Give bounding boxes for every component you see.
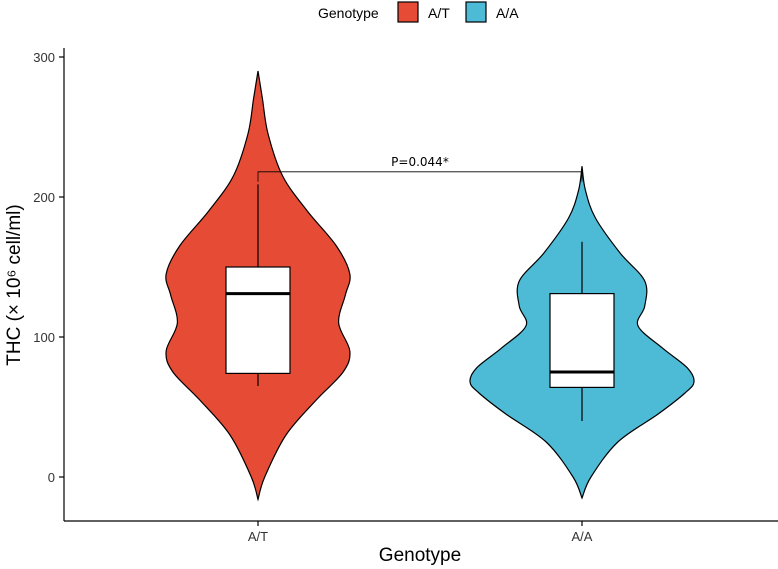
legend-label-at: A/T (428, 5, 450, 21)
y-tick-label: 100 (33, 330, 55, 345)
y-axis: 0 100 200 300 THC (× 10⁶ cell/ml) (4, 48, 65, 521)
p-value-label: P=0.044* (391, 155, 449, 169)
y-tick-label: 200 (33, 190, 55, 205)
y-tick-label: 0 (48, 470, 55, 485)
x-tick-label: A/T (248, 529, 268, 544)
legend-key-aa (465, 1, 487, 23)
x-axis: A/T A/A Genotype (64, 520, 778, 566)
box-at (225, 266, 291, 375)
x-tick-label: A/A (572, 529, 593, 544)
significance-annotation: P=0.044* (257, 155, 583, 182)
legend-label-aa: A/A (496, 5, 519, 21)
legend-key-at (397, 1, 419, 23)
violin-group-aa (469, 166, 695, 500)
x-axis-title: Genotype (379, 545, 461, 566)
significance-bracket (257, 171, 583, 182)
plot-area (165, 70, 695, 502)
y-axis-title: THC (× 10⁶ cell/ml) (4, 204, 25, 365)
y-tick-label: 300 (33, 50, 55, 65)
legend-title: Genotype (318, 5, 379, 21)
legend: Genotype A/T A/A (318, 1, 519, 23)
violin-group-at (165, 70, 351, 502)
